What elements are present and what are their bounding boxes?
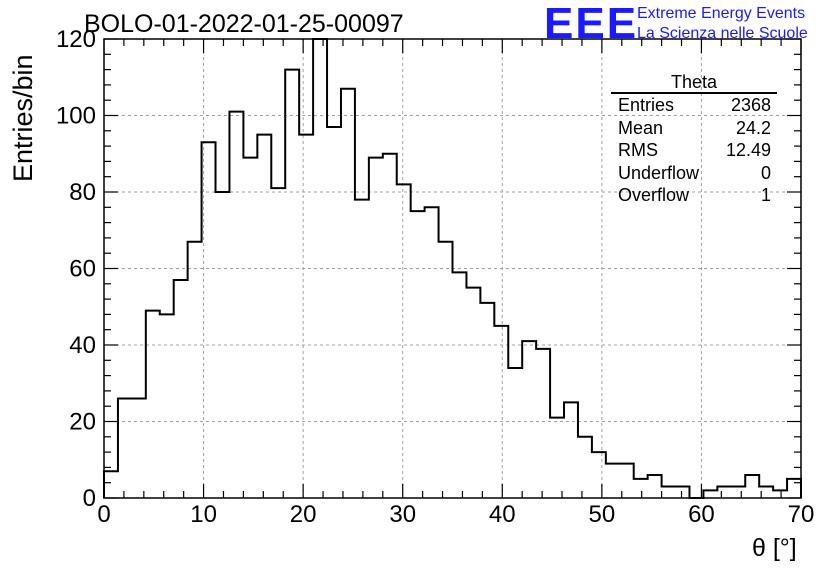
stats-label: Entries: [618, 95, 675, 115]
y-tick-label: 20: [69, 409, 96, 436]
y-tick-label: 100: [56, 103, 96, 130]
x-tick-label: 10: [190, 501, 217, 528]
x-axis-label: θ [°]: [752, 534, 797, 562]
y-tick-label: 40: [69, 332, 96, 359]
stats-label: Overflow: [618, 185, 690, 205]
eee-logo: EEE: [544, 0, 639, 48]
chart-title: BOLO-01-2022-01-25-00097: [84, 10, 404, 38]
stats-label: RMS: [618, 140, 658, 160]
x-tick-label: 20: [290, 501, 317, 528]
stats-value: 12.49: [725, 140, 771, 160]
logo-caption-line1: Extreme Energy Events: [637, 5, 806, 22]
stats-row-entries: Entries 2368: [611, 94, 777, 117]
x-tick-label: 50: [589, 501, 616, 528]
logo-caption-line2: La Scienza nelle Scuole: [637, 25, 808, 42]
stats-value: 0: [760, 162, 771, 183]
histogram-series: [103, 38, 802, 499]
stats-row-underflow: Underflow 0: [611, 162, 777, 185]
x-tick-label: 40: [489, 501, 516, 528]
x-tick-label: 60: [688, 501, 715, 528]
y-axis-label: Entries/bin: [8, 54, 38, 182]
stats-value: 2368: [730, 95, 771, 115]
stats-value: 24.2: [735, 117, 771, 138]
x-tick-label: 30: [389, 501, 416, 528]
y-tick-label: 80: [69, 179, 96, 206]
stats-row-rms: RMS 12.49: [611, 139, 777, 162]
stats-row-mean: Mean 24.2: [611, 117, 777, 140]
x-tick-label: 70: [788, 501, 815, 528]
stats-label: Underflow: [618, 162, 700, 183]
stats-label: Mean: [618, 117, 664, 138]
stats-box-title: Theta: [611, 72, 777, 94]
y-tick-label: 120: [56, 26, 96, 53]
stats-value: 1: [760, 185, 771, 205]
y-tick-label: 60: [69, 256, 96, 283]
logo-caption: Extreme Energy Events La Scienza nelle S…: [637, 4, 808, 44]
stats-box: Theta Entries 2368 Mean 24.2 RMS 12.49 U…: [611, 72, 777, 207]
stats-row-overflow: Overflow 1: [611, 184, 777, 207]
y-tick-label: 0: [83, 485, 96, 512]
x-tick-label: 0: [97, 501, 110, 528]
plot-frame: [103, 38, 802, 499]
